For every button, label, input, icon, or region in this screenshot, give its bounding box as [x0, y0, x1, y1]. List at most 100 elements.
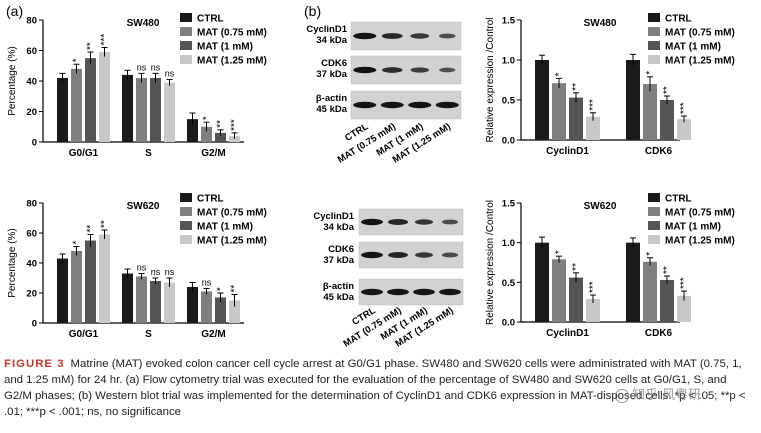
legend-swatch — [180, 235, 192, 244]
watermark: 知乎 风粤研 — [615, 384, 701, 403]
legend-swatch — [648, 27, 660, 36]
blot-band — [388, 252, 408, 258]
band-size-label: 45 kDa — [323, 292, 354, 303]
significance-label: *** — [100, 34, 111, 46]
significance-label: *** — [588, 99, 599, 111]
figure-3: (a) (b) 0 20 40 60 80 Percentage (%) SW480 G0/G… — [6, 3, 735, 350]
chart-title: SW620 — [584, 201, 617, 212]
chart-sw620-expression: 0.0 0.5 1.0 1.5 Relative expression /Control… — [485, 193, 735, 339]
band-name-label: CDK6 — [321, 58, 347, 69]
y-axis-label: Relative expression /Control — [485, 17, 496, 142]
significance-label: ** — [86, 42, 97, 50]
x-tick-label: CyclinD1 — [546, 328, 589, 339]
significance-label: * — [72, 58, 83, 62]
bar-mat-1-mm--cyclind1 — [569, 277, 583, 322]
x-tick-label: G2/M — [201, 329, 225, 340]
significance-label: ns — [165, 267, 175, 277]
bar-ctrl-g0-g1 — [57, 258, 68, 323]
x-tick-label: CDK6 — [645, 146, 673, 157]
blot-band — [361, 218, 383, 226]
legend-label: MAT (1.25 mM) — [197, 236, 267, 247]
blot-band — [414, 219, 434, 225]
legend-label: MAT (1.25 mM) — [197, 56, 267, 67]
y-tick-label: 0.0 — [502, 136, 515, 147]
significance-label: ** — [216, 120, 227, 128]
legend-swatch — [648, 13, 660, 22]
legend-label: CTRL — [665, 194, 692, 205]
band-size-label: 34 kDa — [316, 35, 347, 46]
blot-band — [439, 288, 461, 296]
bar-mat-1-25-mm--g0-g1 — [99, 52, 110, 142]
band-name-label: β-actin — [316, 93, 347, 104]
legend-swatch — [180, 41, 192, 50]
blot-band — [438, 33, 456, 39]
bar-ctrl-s — [122, 74, 133, 142]
y-tick-label: 1.0 — [502, 56, 515, 67]
legend-swatch — [648, 41, 660, 50]
y-tick-label: 20 — [26, 289, 37, 300]
bar-mat-1-mm--cyclind1 — [569, 97, 583, 140]
significance-label: ns — [151, 267, 161, 277]
y-axis-label: Relative expression /Control — [485, 200, 496, 325]
blot-band — [381, 67, 403, 73]
y-tick-label: 80 — [26, 199, 37, 210]
legend-label: MAT (0.75 mM) — [665, 208, 735, 219]
legend-label: MAT (1 mM) — [665, 42, 721, 53]
chart-sw480-expression: 0.0 0.5 1.0 1.5 Relative expression /Control… — [485, 13, 735, 157]
y-tick-label: 0.5 — [502, 96, 516, 107]
legend-label: MAT (0.75 mM) — [197, 28, 267, 39]
bar-mat-1-25-mm--g2-m — [229, 300, 240, 323]
blot-band — [353, 101, 377, 109]
band-size-label: 37 kDa — [323, 255, 354, 266]
significance-label: * — [554, 72, 565, 76]
band-name-label: CyclinD1 — [306, 24, 347, 35]
chart-title: SW480 — [584, 18, 617, 29]
y-tick-label: 0.5 — [502, 278, 516, 289]
blot-band — [441, 252, 459, 258]
significance-label: ns — [137, 263, 147, 273]
y-axis-label: Percentage (%) — [7, 46, 18, 115]
blot-band — [442, 219, 458, 225]
bar-ctrl-g0-g1 — [57, 77, 68, 142]
significance-label: ** — [86, 225, 97, 233]
blot-band — [353, 32, 377, 40]
significance-label: ** — [571, 83, 582, 91]
blot-band — [387, 219, 409, 225]
legend-label: MAT (1.25 mM) — [665, 236, 735, 247]
y-tick-label: 40 — [26, 77, 37, 88]
bar-mat-0-75-mm--g2-m — [201, 126, 212, 142]
x-tick-label: G0/G1 — [69, 148, 99, 159]
legend-label: CTRL — [197, 14, 224, 25]
significance-label: ** — [230, 285, 241, 293]
y-tick-label: 20 — [26, 107, 37, 118]
bar-mat-1-25-mm--cdk6 — [677, 119, 691, 140]
band-size-label: 34 kDa — [323, 222, 354, 233]
blot-band — [380, 101, 404, 109]
significance-label: *** — [230, 119, 241, 131]
bar-ctrl-cyclind1 — [535, 242, 549, 322]
legend-swatch — [180, 221, 192, 230]
blot-band — [410, 67, 429, 73]
legend-swatch — [648, 221, 660, 230]
bar-ctrl-g2-m — [187, 119, 198, 142]
watermark-icon — [615, 388, 629, 403]
legend-label: CTRL — [665, 14, 692, 25]
significance-label: ns — [202, 278, 212, 288]
bar-mat-1-25-mm--cdk6 — [677, 295, 691, 322]
bar-mat-1-mm--s — [150, 77, 161, 142]
significance-label: *** — [679, 102, 690, 114]
bar-mat-0-75-mm--g2-m — [201, 291, 212, 323]
bar-mat-1-mm--s — [150, 281, 161, 323]
legend-label: CTRL — [197, 194, 224, 205]
band-size-label: 37 kDa — [316, 69, 347, 80]
bar-ctrl-cyclind1 — [535, 60, 549, 140]
watermark-text: 知乎 风粤研 — [632, 388, 702, 403]
bar-mat-0-75-mm--cdk6 — [643, 261, 657, 322]
blot-band — [408, 101, 432, 109]
x-tick-label: G0/G1 — [69, 329, 99, 340]
significance-label: * — [554, 250, 565, 254]
bar-ctrl-cdk6 — [626, 242, 640, 322]
